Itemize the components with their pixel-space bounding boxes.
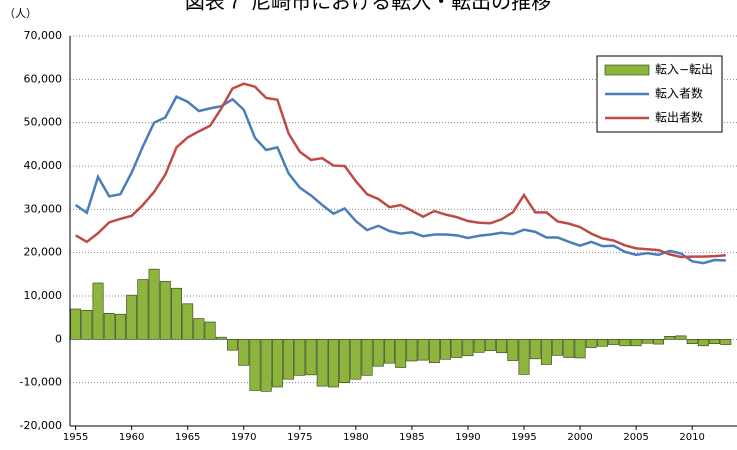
bar bbox=[529, 339, 541, 360]
bar bbox=[294, 339, 306, 376]
bar bbox=[148, 268, 160, 340]
bar bbox=[372, 339, 384, 367]
bar bbox=[496, 339, 508, 354]
y-axis-label: （人） bbox=[4, 7, 37, 20]
bar bbox=[451, 339, 463, 358]
bar bbox=[686, 339, 698, 344]
bar bbox=[260, 339, 272, 392]
legend-label: 転出者数 bbox=[655, 110, 703, 125]
bar bbox=[641, 339, 653, 344]
bar bbox=[316, 339, 328, 387]
legend-label: 転入者数 bbox=[655, 86, 703, 101]
bar bbox=[484, 339, 496, 351]
bar bbox=[249, 339, 261, 391]
x-tick-label: 1960 bbox=[119, 432, 144, 443]
bar bbox=[462, 339, 474, 357]
bar bbox=[619, 339, 631, 347]
bar bbox=[384, 339, 395, 364]
x-tick-label: 2000 bbox=[567, 432, 592, 443]
plot bbox=[70, 82, 732, 392]
bar bbox=[395, 339, 407, 368]
bar bbox=[664, 335, 676, 340]
x-tick-label: 1965 bbox=[175, 432, 200, 443]
x-tick-label: 1970 bbox=[231, 432, 256, 443]
bar bbox=[92, 282, 104, 340]
y-tick-label: -10,000 bbox=[20, 376, 62, 389]
bar bbox=[720, 339, 732, 345]
y-tick-label: 30,000 bbox=[24, 202, 63, 215]
bar bbox=[630, 339, 642, 347]
bar bbox=[709, 339, 721, 344]
bar bbox=[227, 339, 239, 351]
y-tick-label: 60,000 bbox=[24, 72, 63, 85]
bar bbox=[473, 339, 485, 353]
x-tick-label: 1975 bbox=[287, 432, 312, 443]
chart-title: 図表７ 尼崎市における転入・転出の推移 bbox=[185, 0, 551, 14]
bar bbox=[114, 313, 126, 340]
y-tick-label: 10,000 bbox=[24, 289, 63, 302]
bar bbox=[406, 339, 418, 362]
bar bbox=[171, 287, 182, 340]
y-tick-label: 40,000 bbox=[24, 159, 63, 172]
bar bbox=[238, 339, 250, 366]
legend-swatch bbox=[604, 64, 650, 76]
bar bbox=[507, 339, 519, 361]
bar bbox=[563, 339, 575, 358]
y-tick-label: 0 bbox=[55, 332, 62, 345]
bar bbox=[552, 339, 564, 356]
y-tick-label: -20,000 bbox=[20, 419, 62, 432]
bar bbox=[103, 313, 115, 340]
line bbox=[74, 95, 726, 265]
bar bbox=[540, 339, 552, 365]
bar bbox=[608, 339, 620, 345]
bar bbox=[283, 339, 295, 380]
bar bbox=[518, 339, 530, 375]
line bbox=[74, 82, 726, 259]
bar bbox=[574, 339, 586, 359]
bar bbox=[653, 339, 664, 345]
bar bbox=[70, 308, 82, 340]
bar bbox=[675, 335, 687, 340]
bar bbox=[215, 336, 227, 340]
bar bbox=[417, 339, 429, 361]
legend-label: 転入−転出 bbox=[655, 63, 713, 77]
x-tick-label: 1985 bbox=[399, 432, 424, 443]
bar bbox=[361, 339, 373, 376]
bar bbox=[271, 339, 283, 388]
bar bbox=[697, 339, 709, 347]
bar bbox=[193, 318, 205, 340]
bar bbox=[81, 309, 93, 340]
y-tick-label: 20,000 bbox=[24, 246, 63, 259]
x-tick-label: 1995 bbox=[511, 432, 536, 443]
bar bbox=[440, 339, 451, 360]
bar bbox=[159, 280, 171, 340]
bar bbox=[305, 339, 317, 376]
x-tick-label: 2010 bbox=[679, 432, 704, 443]
bar bbox=[597, 339, 608, 347]
bar bbox=[137, 279, 149, 340]
bar bbox=[182, 303, 194, 340]
y-tick-label: 70,000 bbox=[24, 29, 63, 42]
bar bbox=[126, 294, 138, 340]
y-tick-label: 50,000 bbox=[24, 116, 63, 129]
bar bbox=[204, 321, 216, 340]
x-tick-label: 2005 bbox=[623, 432, 648, 443]
bar bbox=[327, 339, 339, 388]
bar bbox=[339, 339, 351, 383]
bar bbox=[585, 339, 597, 348]
x-tick-label: 1990 bbox=[455, 432, 480, 443]
x-tick-label: 1980 bbox=[343, 432, 368, 443]
x-tick-label: 1955 bbox=[63, 432, 88, 443]
bar bbox=[428, 339, 440, 364]
bar bbox=[350, 339, 362, 380]
